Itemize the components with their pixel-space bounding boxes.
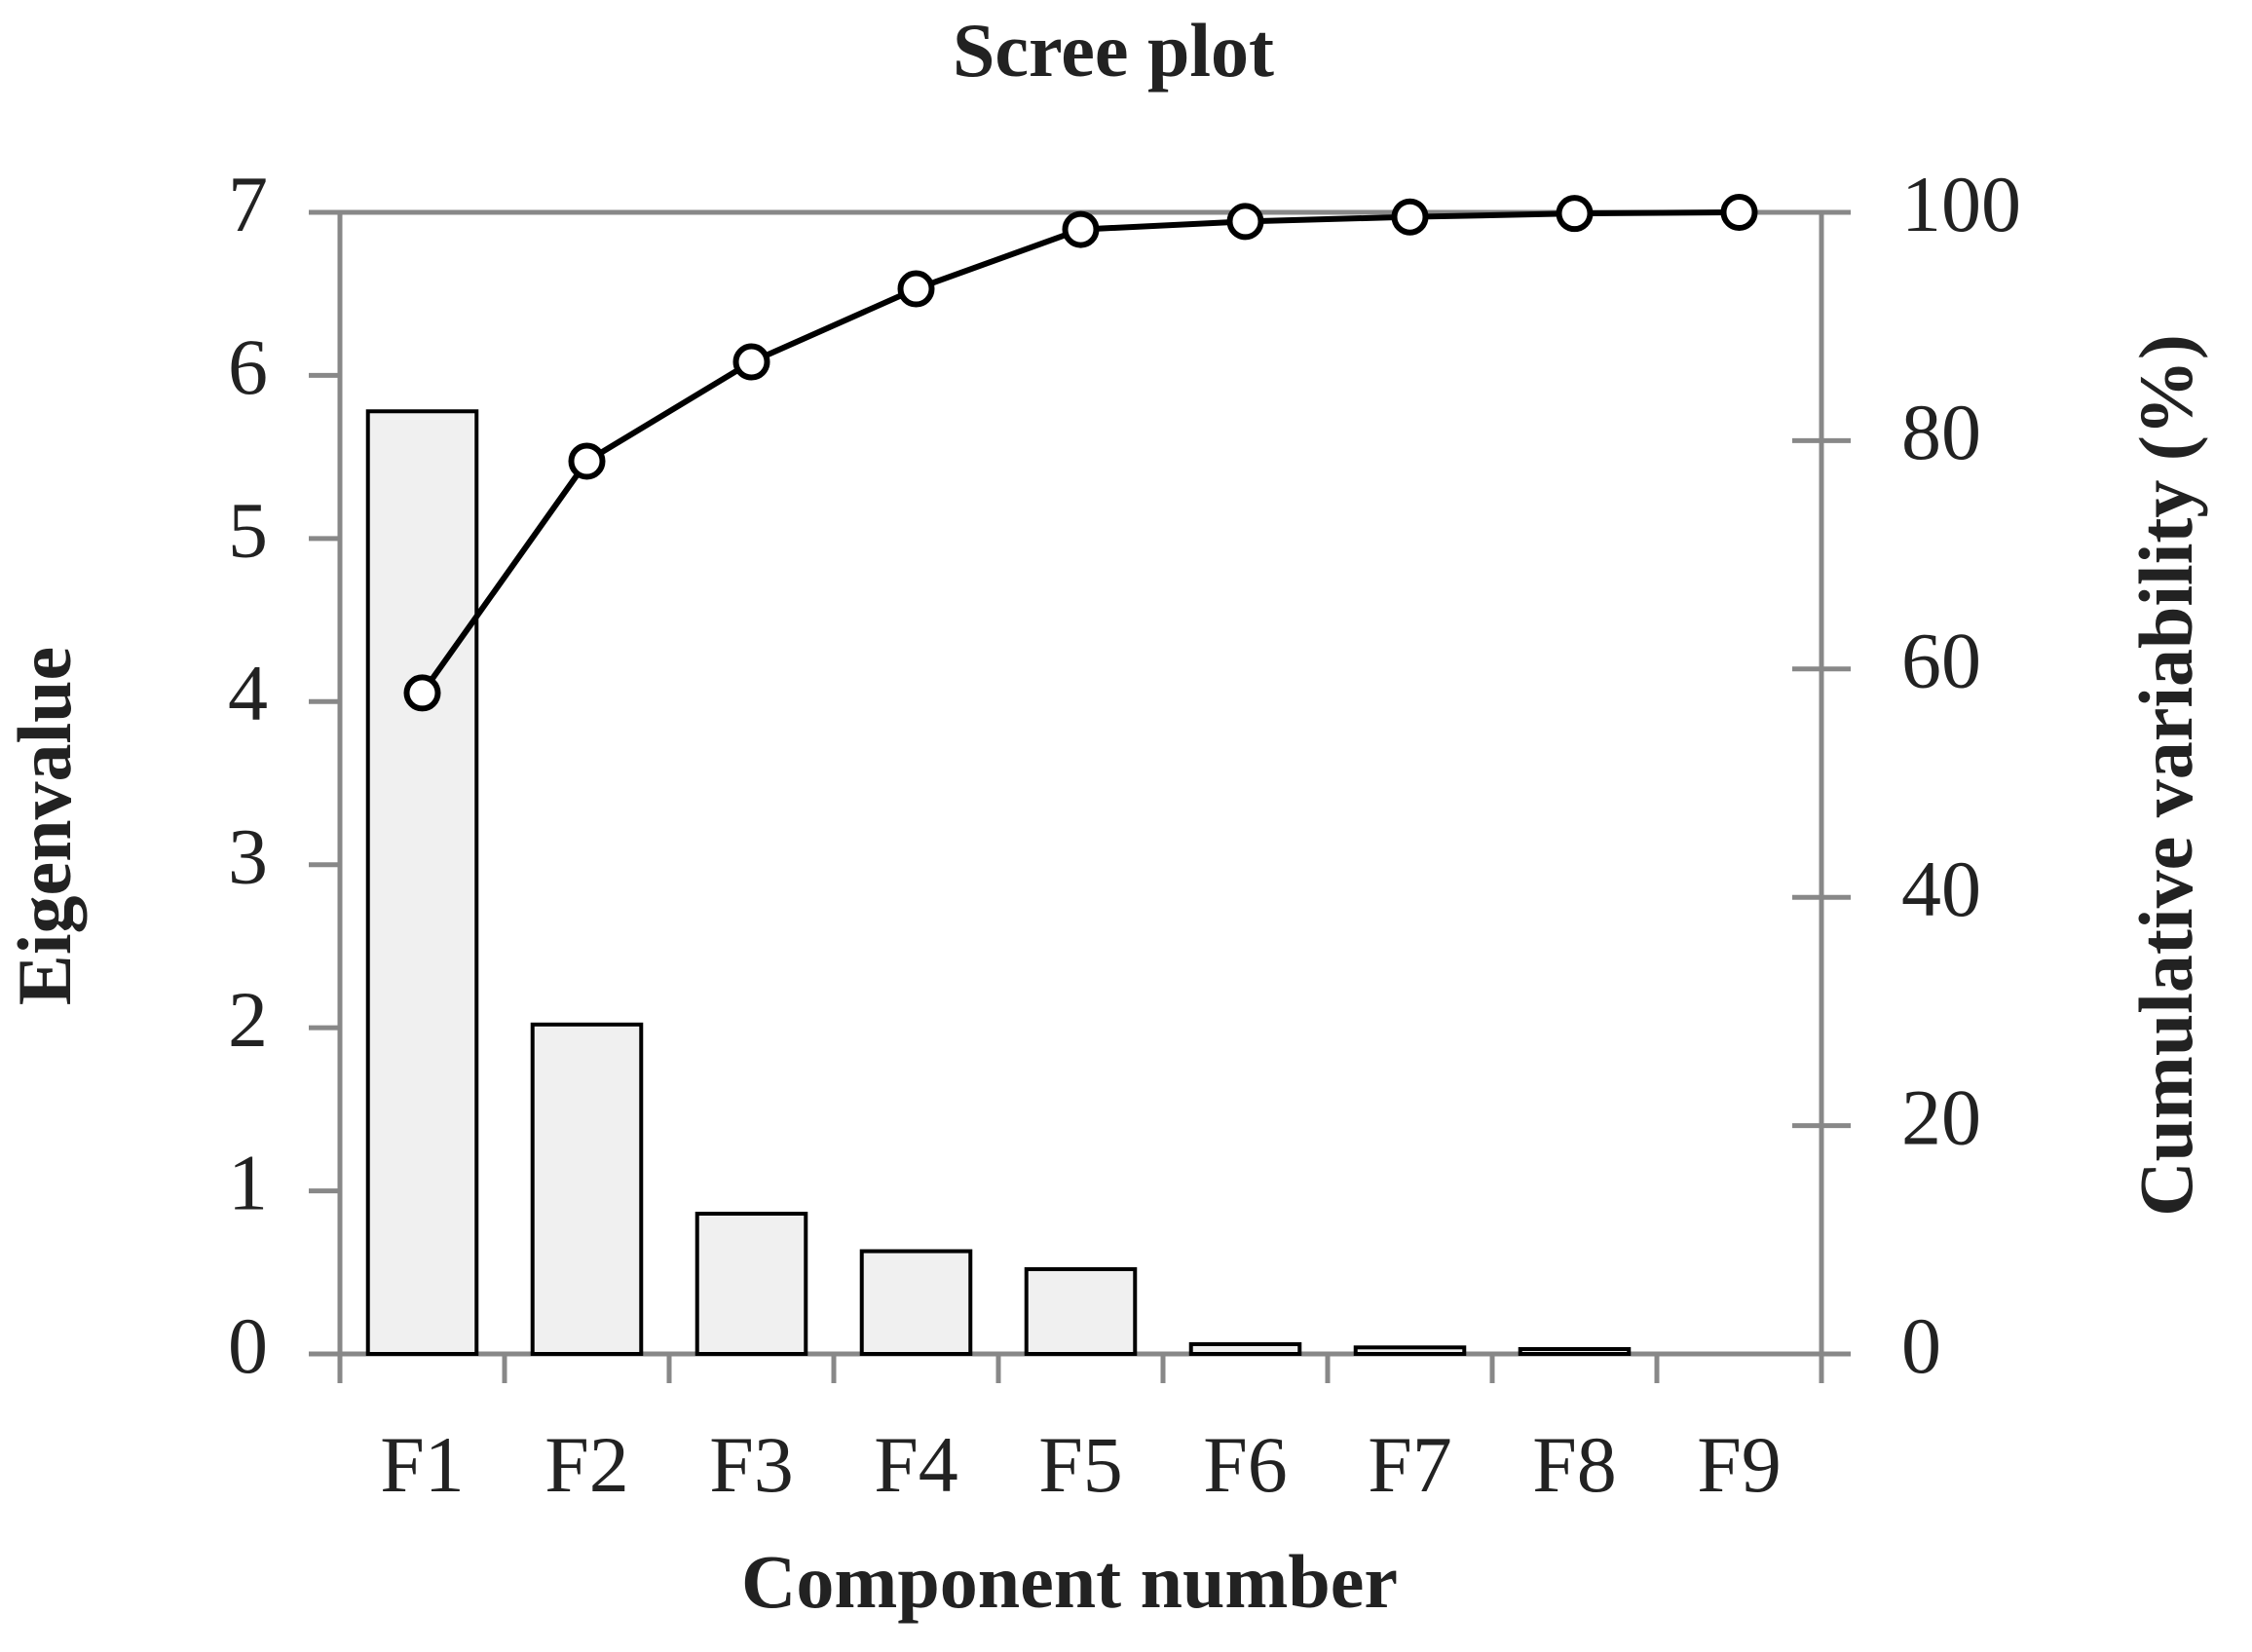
y-tick-label: 2 — [228, 975, 268, 1064]
x-tick-label: F9 — [1697, 1420, 1782, 1509]
bar — [694, 1212, 808, 1357]
marker — [897, 270, 935, 308]
y2-tick-label: 100 — [1901, 160, 2021, 248]
marker — [1226, 203, 1264, 241]
bar — [1518, 1346, 1632, 1357]
x-tick-label: F3 — [709, 1420, 794, 1509]
line — [420, 209, 1740, 695]
y-tick-label: 3 — [228, 812, 268, 901]
x-tick-label: F6 — [1203, 1420, 1288, 1509]
bar — [530, 1022, 644, 1357]
marker — [403, 674, 441, 712]
y2-tick-label: 20 — [1901, 1072, 1981, 1161]
x-tick-label: F8 — [1532, 1420, 1617, 1509]
bar — [1188, 1341, 1302, 1357]
marker — [1062, 210, 1100, 248]
bar — [1024, 1266, 1138, 1356]
y2-axis-title: Cumulative variability (%) — [2123, 334, 2208, 1217]
y-tick-label: 1 — [228, 1138, 268, 1226]
y2-tick-label: 0 — [1901, 1301, 1941, 1390]
marker — [1556, 195, 1594, 233]
x-tick-label: F1 — [380, 1420, 465, 1509]
x-tick-label: F2 — [544, 1420, 629, 1509]
marker — [732, 343, 770, 381]
x-axis-title: Component number — [741, 1539, 1398, 1624]
x-tick-label: F7 — [1368, 1420, 1452, 1509]
y-tick-label: 6 — [228, 322, 268, 411]
marker — [568, 442, 606, 480]
x-tick-label: F5 — [1038, 1420, 1123, 1509]
bar — [365, 409, 479, 1356]
y-tick-label: 0 — [228, 1301, 268, 1390]
y-tick-label: 5 — [228, 486, 268, 575]
y-axis-title: Eigenvalue — [2, 647, 87, 1005]
chart-title: Scree plot — [953, 8, 1274, 93]
y-tick-label: 7 — [228, 160, 268, 248]
marker — [1720, 194, 1758, 231]
bar — [859, 1249, 973, 1357]
marker — [1391, 198, 1429, 236]
x-tick-label: F4 — [874, 1420, 958, 1509]
y-tick-label: 4 — [228, 649, 268, 737]
y2-tick-label: 60 — [1901, 617, 1981, 705]
bar — [1353, 1345, 1467, 1356]
y2-tick-label: 80 — [1901, 388, 1981, 476]
y2-tick-label: 40 — [1901, 845, 1981, 933]
